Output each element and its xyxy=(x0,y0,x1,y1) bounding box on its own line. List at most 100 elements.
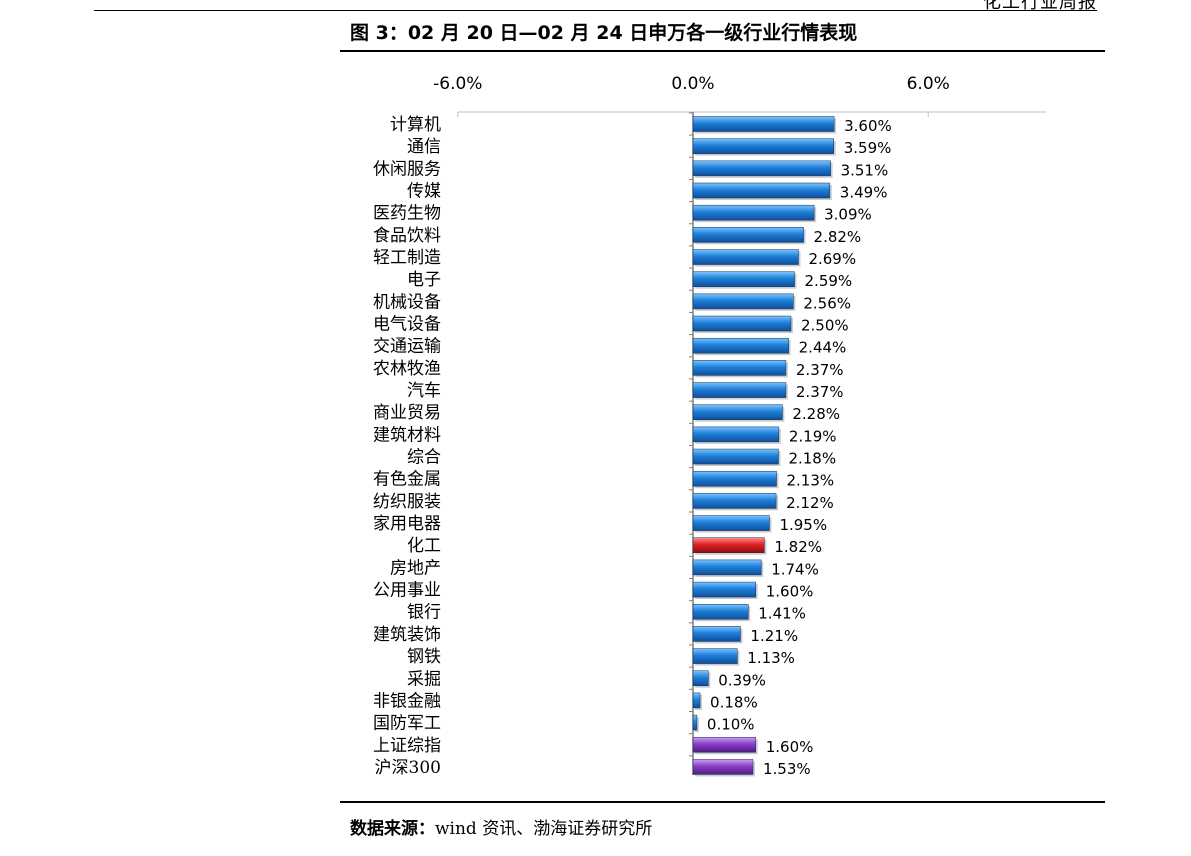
bar xyxy=(692,204,815,221)
bar xyxy=(692,182,831,199)
category-label: 休闲服务 xyxy=(373,159,441,179)
category-label: 轻工制造 xyxy=(373,248,441,268)
bar xyxy=(692,448,779,465)
value-label: 3.09% xyxy=(824,206,872,224)
value-label: 3.60% xyxy=(844,117,892,135)
value-label: 0.10% xyxy=(707,716,755,734)
category-label: 机械设备 xyxy=(373,292,441,312)
bar xyxy=(692,315,792,332)
bar xyxy=(692,670,709,686)
source-label: 数据来源： xyxy=(350,819,435,839)
bar xyxy=(692,426,780,443)
value-label: 2.69% xyxy=(808,250,856,268)
value-label: 2.37% xyxy=(796,383,844,401)
category-label: 上证综指 xyxy=(373,736,441,756)
title-rule xyxy=(340,50,1105,52)
source-rule xyxy=(340,801,1105,803)
category-label: 食品饮料 xyxy=(373,226,441,246)
value-label: 1.53% xyxy=(763,760,811,778)
source-note: 数据来源：wind 资讯、渤海证券研究所 xyxy=(350,814,652,839)
bar xyxy=(692,581,756,598)
bar xyxy=(692,249,799,265)
bar xyxy=(692,227,804,243)
value-label: 1.13% xyxy=(747,649,795,667)
category-label: 传媒 xyxy=(407,182,441,202)
header-rule xyxy=(94,10,1097,11)
bar xyxy=(692,404,783,420)
bar xyxy=(692,360,787,376)
bar xyxy=(692,493,777,509)
value-label: 2.13% xyxy=(786,472,834,490)
value-label: 2.28% xyxy=(792,405,840,423)
bar xyxy=(692,603,749,620)
category-label: 农林牧渔 xyxy=(373,359,441,379)
value-label: 0.18% xyxy=(710,693,758,711)
value-label: 1.60% xyxy=(766,738,814,756)
value-label: 2.50% xyxy=(801,317,849,335)
report-type-header: 化工行业周报 xyxy=(983,0,1097,13)
bar xyxy=(692,293,794,310)
value-label: 3.49% xyxy=(840,184,888,202)
bar xyxy=(692,692,701,709)
category-label: 医药生物 xyxy=(373,204,441,224)
category-label: 汽车 xyxy=(407,381,441,401)
category-label: 商业贸易 xyxy=(373,403,441,423)
category-label: 家用电器 xyxy=(373,514,441,534)
category-label: 银行 xyxy=(407,603,441,623)
value-label: 1.74% xyxy=(771,560,819,578)
category-label: 纺织服装 xyxy=(373,492,441,512)
bar xyxy=(692,382,787,398)
category-label: 房地产 xyxy=(390,558,441,578)
source-text: wind 资讯、渤海证券研究所 xyxy=(435,819,653,839)
value-label: 1.21% xyxy=(750,627,798,645)
value-label: 2.56% xyxy=(803,294,851,312)
category-label: 通信 xyxy=(407,137,441,157)
value-label: 2.59% xyxy=(805,272,853,290)
value-label: 2.82% xyxy=(814,228,862,246)
x-tick-label: 6.0% xyxy=(907,74,950,94)
value-label: 2.44% xyxy=(799,339,847,357)
value-label: 2.19% xyxy=(789,427,837,445)
bar xyxy=(692,116,835,132)
category-label: 电子 xyxy=(407,270,441,290)
category-label: 采掘 xyxy=(407,669,441,689)
value-label: 2.12% xyxy=(786,494,834,512)
bar xyxy=(692,138,834,154)
category-label: 建筑装饰 xyxy=(373,625,441,645)
bar xyxy=(692,648,738,664)
bar-highlight xyxy=(692,537,765,553)
bar xyxy=(692,626,741,642)
category-label: 沪深300 xyxy=(375,758,441,778)
category-label: 钢铁 xyxy=(407,647,441,667)
category-label: 交通运输 xyxy=(373,337,441,357)
bar xyxy=(692,470,777,487)
bar xyxy=(692,559,762,576)
value-label: 2.18% xyxy=(788,450,836,468)
value-label: 1.60% xyxy=(766,583,814,601)
bar xyxy=(692,714,698,731)
bar-index xyxy=(692,759,754,775)
category-label: 电气设备 xyxy=(373,315,441,335)
x-tick-label: 0.0% xyxy=(671,74,714,94)
bar xyxy=(692,515,770,531)
value-label: 3.51% xyxy=(841,161,889,179)
bar xyxy=(692,160,831,177)
bar xyxy=(692,337,789,354)
value-label: 1.82% xyxy=(774,538,822,556)
category-label: 计算机 xyxy=(390,115,441,135)
value-label: 1.95% xyxy=(779,516,827,534)
category-label: 国防军工 xyxy=(373,714,441,734)
category-label: 非银金融 xyxy=(373,691,441,711)
value-label: 2.37% xyxy=(796,361,844,379)
x-tick-label: -6.0% xyxy=(433,74,482,94)
figure-title: 图 3：02 月 20 日—02 月 24 日申万各一级行业行情表现 xyxy=(350,22,858,44)
value-label: 1.41% xyxy=(758,605,806,623)
bar-index xyxy=(692,737,756,753)
category-label: 公用事业 xyxy=(373,581,441,601)
category-label: 综合 xyxy=(407,448,441,468)
value-label: 0.39% xyxy=(718,671,766,689)
bar xyxy=(692,271,795,287)
category-label: 建筑材料 xyxy=(373,425,441,445)
category-label: 有色金属 xyxy=(373,470,441,490)
